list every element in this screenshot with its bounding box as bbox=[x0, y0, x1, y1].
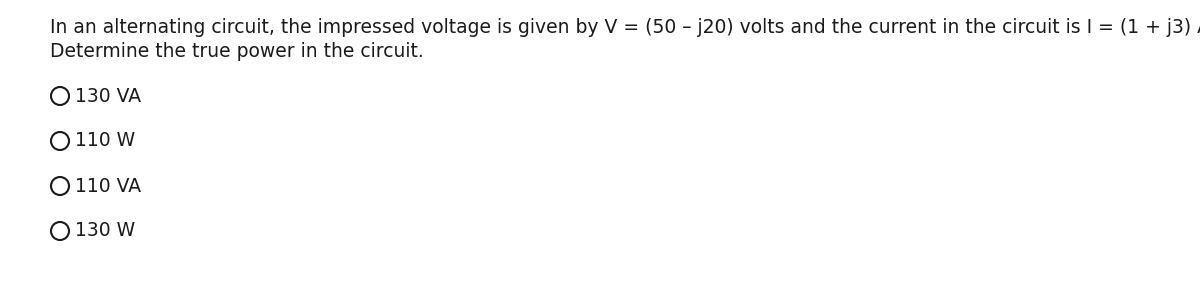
Text: 110 VA: 110 VA bbox=[74, 177, 142, 196]
Text: In an alternating circuit, the impressed voltage is given by V = (50 – j20) volt: In an alternating circuit, the impressed… bbox=[50, 18, 1200, 37]
Text: 130 W: 130 W bbox=[74, 222, 136, 241]
Text: 110 W: 110 W bbox=[74, 132, 136, 151]
Text: 130 VA: 130 VA bbox=[74, 87, 142, 106]
Text: Determine the true power in the circuit.: Determine the true power in the circuit. bbox=[50, 42, 424, 61]
